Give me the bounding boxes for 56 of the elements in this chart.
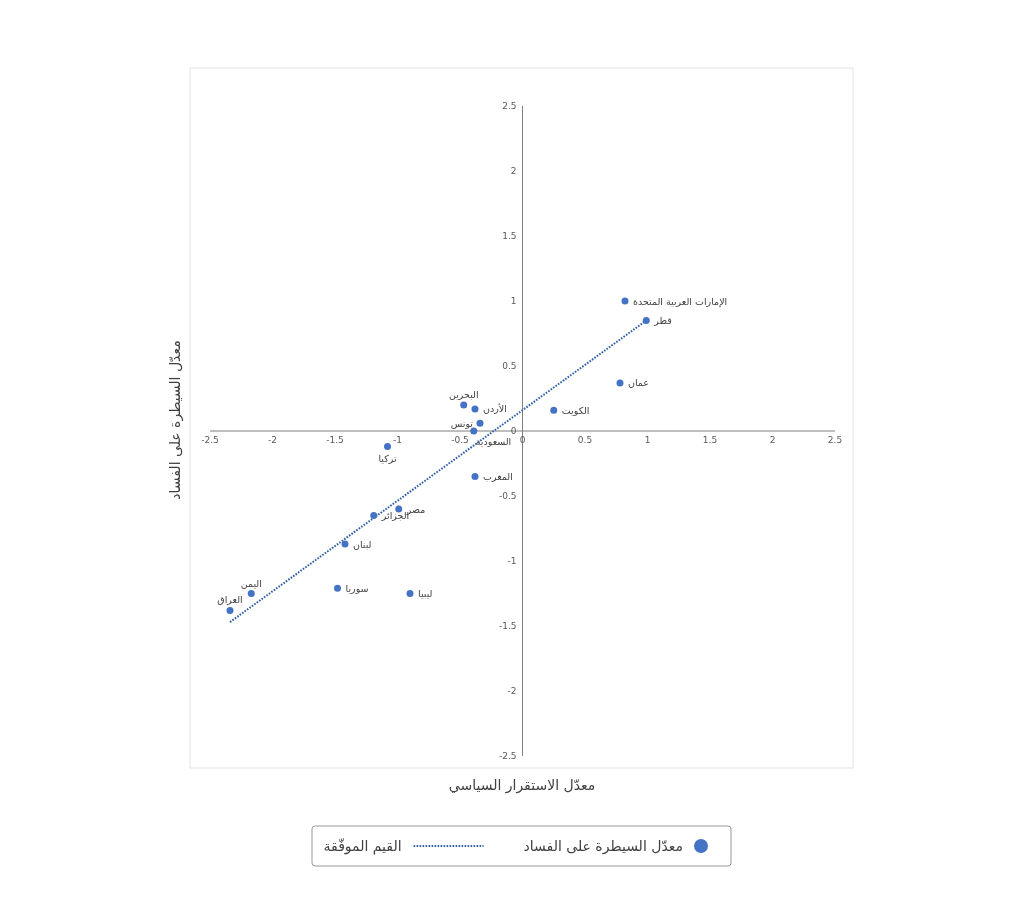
y-tick-label: -2 <box>507 686 517 696</box>
annotation: الأردن <box>483 403 507 415</box>
x-tick-label: 1.5 <box>702 435 718 445</box>
x-tick-label: 2 <box>769 435 776 445</box>
point <box>370 512 378 519</box>
point <box>226 606 234 614</box>
annotation: العراق <box>217 594 243 606</box>
x-tick-label: 1 <box>644 435 651 445</box>
point <box>384 443 391 451</box>
point <box>471 473 479 480</box>
x-tick-label: -1.5 <box>326 435 344 445</box>
x-axis-title: معدّل الاستقرار السياسي <box>448 777 596 794</box>
annotation: تونس <box>450 417 474 429</box>
annotation: عمان <box>628 377 650 389</box>
point <box>476 419 484 427</box>
point <box>621 297 629 305</box>
y-tick-label: 0.5 <box>502 361 517 371</box>
annotation: ليبيا <box>418 588 433 599</box>
x-tick-label: -2.5 <box>201 435 219 445</box>
y-tick-label: 2.5 <box>502 101 517 111</box>
annotation: لبنان <box>353 538 372 550</box>
y-tick-label: -0.5 <box>498 491 517 501</box>
annotation: المغرب <box>483 471 513 482</box>
annotation: سوريا <box>345 582 369 594</box>
annotation: الإمارات العربية المتحدة <box>633 295 728 308</box>
point <box>460 401 468 409</box>
x-tick-label: -0.5 <box>451 435 469 445</box>
point <box>247 590 255 597</box>
y-tick-label: -1 <box>507 556 517 566</box>
y-tick-label: 1.5 <box>502 231 517 241</box>
point <box>642 317 650 324</box>
annotation: قطر <box>653 315 672 326</box>
point <box>341 540 349 548</box>
y-tick-label: 1 <box>510 296 517 306</box>
annotation: البحرين <box>448 389 479 400</box>
point <box>550 406 558 414</box>
point <box>334 584 341 592</box>
annotation: اليمن <box>240 577 262 589</box>
y-tick-label: -2.5 <box>498 751 517 761</box>
x-tick-label: 0.5 <box>577 435 593 445</box>
point <box>470 427 478 435</box>
legend-label: معدّل السيطرة على الفساد <box>523 838 683 855</box>
y-tick-label: 0 <box>510 426 517 436</box>
x-tick-label: 0 <box>519 435 526 445</box>
annotation: تركيا <box>378 452 397 464</box>
point <box>471 405 479 413</box>
y-tick-label: -1.5 <box>498 621 517 631</box>
x-tick-label: -2 <box>268 435 277 445</box>
x-tick-label: -1 <box>393 435 402 445</box>
legend-label: القيم الموفّقة <box>323 837 402 855</box>
y-tick-label: 2 <box>510 166 517 176</box>
annotation: الكويت <box>561 404 590 416</box>
x-tick-label: 2.5 <box>827 435 843 445</box>
point <box>406 590 414 597</box>
point <box>616 379 624 387</box>
y-axis-title: معدّل السيطرة على الفساد <box>167 340 184 500</box>
